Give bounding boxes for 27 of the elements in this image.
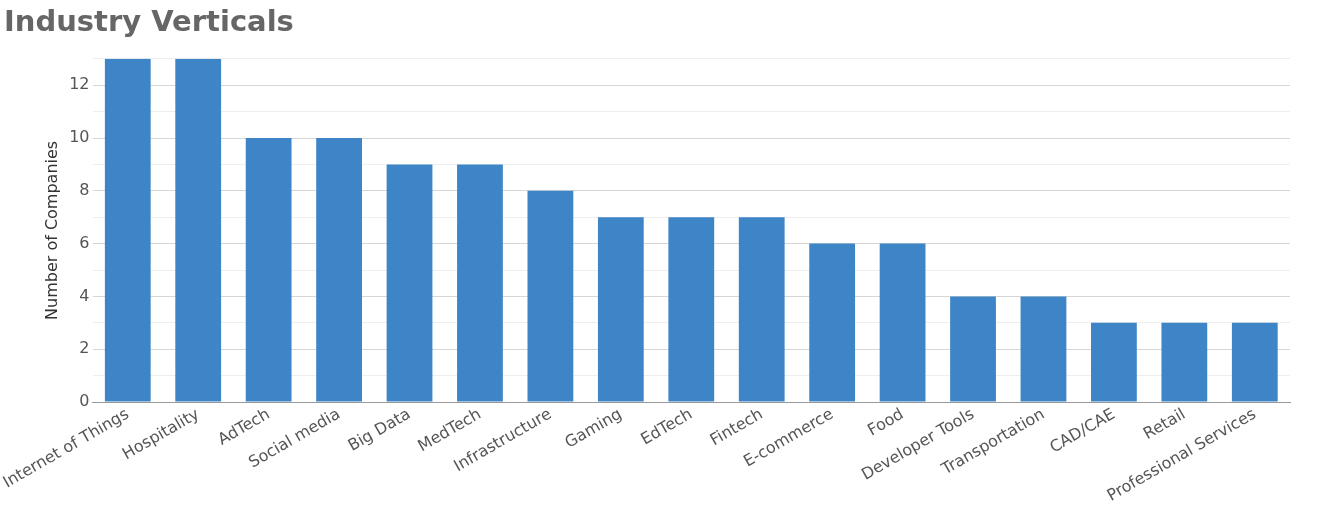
y-tick-label: 12	[69, 74, 90, 94]
y-tick-label: 2	[79, 338, 90, 358]
y-tick-label: 6	[79, 232, 90, 252]
bar	[597, 217, 644, 402]
bar	[104, 58, 151, 402]
y-tick-label: 10	[69, 127, 90, 147]
bar	[1161, 322, 1208, 402]
bar	[738, 217, 785, 402]
bar	[316, 138, 362, 402]
chart-title: Industry Verticals	[4, 3, 294, 38]
bar	[1020, 296, 1067, 402]
y-axis-title: Number of Companies	[41, 140, 61, 320]
bar	[527, 190, 574, 402]
y-tick-label: 0	[79, 391, 90, 411]
bar	[1091, 322, 1137, 402]
bar	[1231, 322, 1278, 402]
bar	[386, 164, 433, 402]
x-tick-label: Big Data	[344, 403, 414, 455]
y-tick-label: 4	[79, 285, 90, 305]
bar	[457, 164, 503, 402]
y-tick-label: 8	[79, 179, 90, 199]
bar	[668, 217, 715, 402]
bar	[950, 296, 996, 402]
bar	[245, 138, 292, 402]
bar	[879, 243, 926, 402]
bar	[809, 243, 856, 402]
bar	[175, 58, 222, 402]
